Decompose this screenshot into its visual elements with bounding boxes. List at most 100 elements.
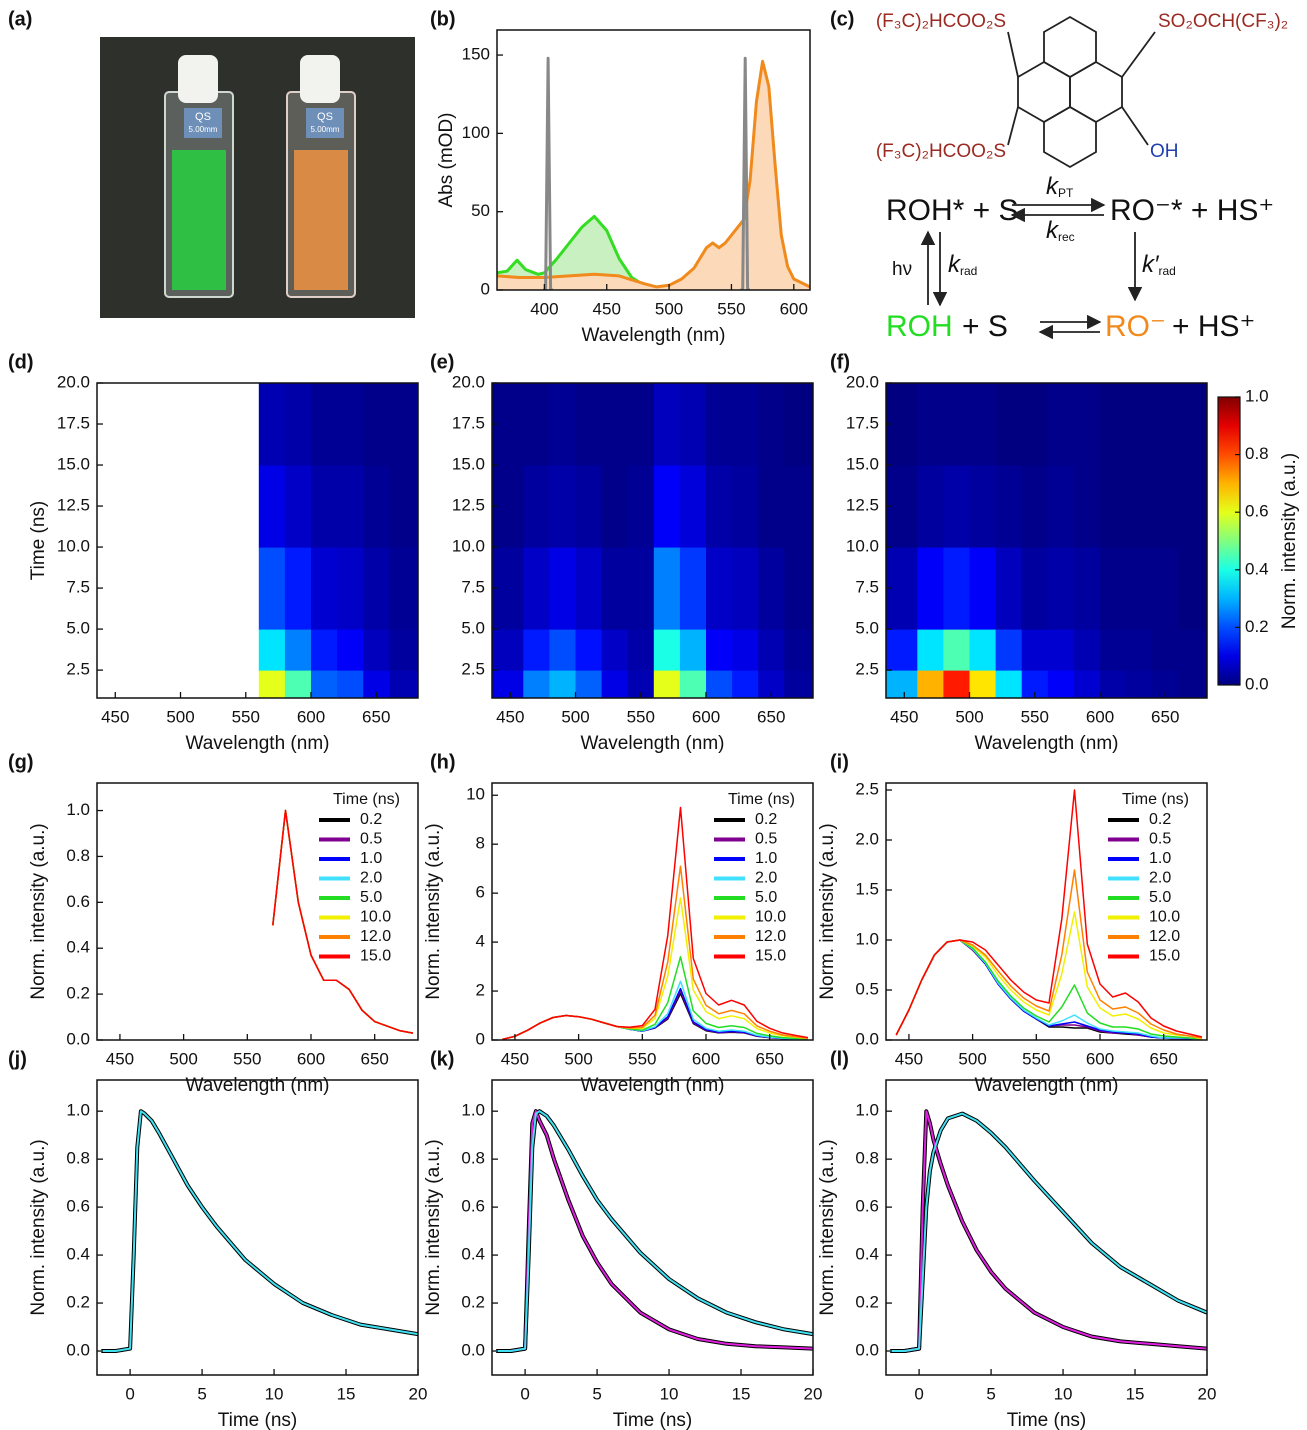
y-tick-label: 8 [476,834,485,853]
heatmap-cell [337,670,364,698]
plot-frame [885,382,1208,699]
x-tick-label: 600 [1086,707,1114,726]
y-tick-label: 17.5 [452,414,485,433]
line [890,1109,1207,1353]
heatmap-cell [969,547,997,630]
y-tick-label: 0.0 [66,1341,90,1360]
heatmap-cell [706,670,733,698]
heatmap-cell [1100,383,1127,466]
legend-label: 0.5 [755,831,777,848]
y-axis-label: Norm. intensity (a.u.) [423,823,444,999]
panel-label: (k) [430,1048,454,1070]
y-tick-label: 12.5 [57,496,90,515]
plot-area [258,383,418,698]
scheme-species: RO⁻ [1105,310,1166,343]
photo-background [100,37,415,318]
heatmap-cell [258,670,286,698]
y-tick-label: 15.0 [846,455,879,474]
excitation: hν [892,259,912,280]
heatmap-cell [337,383,364,466]
line [272,809,414,1034]
legend-label: 15.0 [755,948,786,965]
heatmap-cell [969,629,997,671]
heatmap-cell [1100,465,1127,548]
ring [1043,105,1097,169]
k-subscript: rec [1058,230,1075,244]
heatmap-cell [627,383,655,466]
x-tick-label: 10 [265,1384,284,1403]
heatmap-cell [1126,465,1153,548]
legend-label: 1.0 [360,850,382,867]
heatmap-cell [995,629,1023,671]
heatmap-cell [523,629,550,671]
plot-frame [885,782,1208,1041]
heatmap-cell [679,547,707,630]
y-tick-label: 17.5 [846,414,879,433]
heatmap-cell [1021,465,1049,548]
heatmap-cell [549,465,577,548]
heatmap-cell [1047,629,1075,671]
heatmap-cell [1073,629,1101,671]
y-tick-label: 12.5 [846,496,879,515]
x-tick-label: 650 [1151,707,1179,726]
heatmap-cell [995,547,1023,630]
y-tick-label: 0.2 [855,1293,879,1312]
heatmap-cell [679,383,707,466]
k-symbol: k [948,251,962,278]
plot-frame [885,1079,1208,1376]
line [496,1109,813,1353]
heatmap-cell [1047,547,1075,630]
cuvette-text: QS [317,111,333,123]
heatmap-cell [549,629,577,671]
line [496,1109,813,1353]
heatmap-cell [575,547,603,630]
x-tick-label: 500 [564,1049,592,1068]
heatmap-cell [732,383,759,466]
y-tick-label: 0.0 [66,1029,90,1048]
liquid [294,150,348,290]
heatmap-cell [1100,629,1127,671]
heatmap-cell [679,629,707,671]
legend-label: 10.0 [755,909,786,926]
y-tick-label: 15.0 [57,455,90,474]
heatmap-cell [575,465,603,548]
y-tick-label: 1.0 [66,800,90,819]
colorbar-tick-label: 1.0 [1245,386,1269,405]
area [497,61,810,290]
x-tick-label: 500 [169,1049,197,1068]
heatmap-cell [784,629,813,671]
heatmap-cell [311,383,338,466]
x-tick-label: 450 [501,1049,529,1068]
heatmap-cell [601,465,629,548]
heatmap-cell [389,465,418,548]
y-tick-label: 20.0 [452,372,485,391]
legend-label: 0.2 [755,811,777,828]
y-tick-label: 15.0 [452,455,485,474]
y-tick-label: 2.5 [461,660,485,679]
y-tick-label: 5.0 [855,619,879,638]
y-tick-label: 1.0 [461,1101,485,1120]
x-tick-label: 20 [1198,1384,1217,1403]
plot-frame [96,1079,419,1376]
x-tick-label: 5 [197,1384,206,1403]
x-tick-label: 0 [914,1384,923,1403]
y-tick-label: 0.8 [855,1149,879,1168]
heatmap-cell [575,629,603,671]
x-tick-label: 600 [297,707,325,726]
plot-area [496,1109,813,1353]
line [272,809,414,1034]
x-axis-label: Time (ns) [218,1410,298,1430]
heatmap-cell [917,465,944,548]
line [740,56,751,290]
y-tick-label: 2.5 [66,660,90,679]
heatmap-cell [575,383,603,466]
heatmap-cell [943,383,971,466]
ring [1069,60,1123,124]
colorbar-tick-label: 0.2 [1245,617,1269,636]
line [272,809,414,1034]
y-tick-label: 5.0 [66,619,90,638]
heatmap-cell [1152,383,1179,466]
heatmap-cell [758,465,785,548]
heatmap-cell [995,670,1023,698]
heatmap-cell [784,670,813,698]
